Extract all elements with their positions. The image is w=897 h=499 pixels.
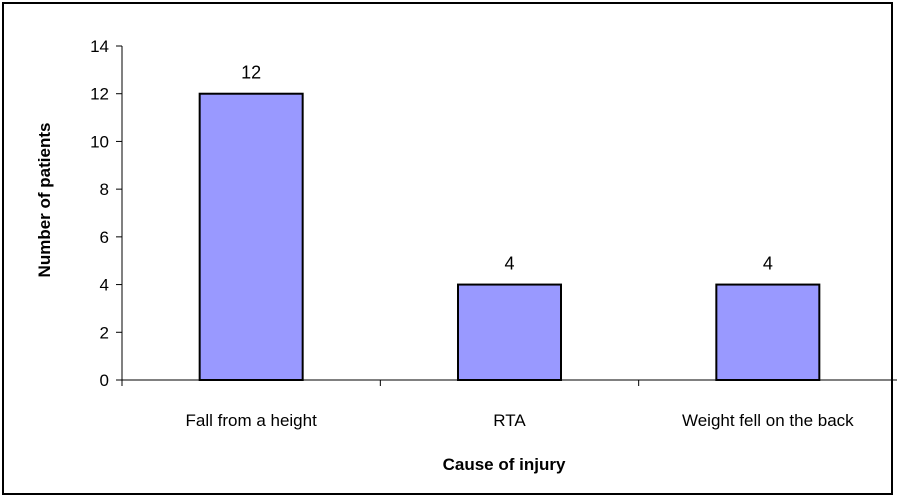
x-category-label: Fall from a height bbox=[185, 411, 317, 430]
bar-value-label: 4 bbox=[504, 254, 514, 274]
x-category-label: RTA bbox=[493, 411, 526, 430]
y-tick-label: 4 bbox=[100, 276, 109, 295]
bar bbox=[715, 283, 821, 382]
x-category-label: Weight fell on the back bbox=[682, 411, 854, 430]
y-tick-label: 14 bbox=[90, 37, 109, 56]
bars bbox=[198, 92, 821, 382]
y-tick-label: 6 bbox=[100, 228, 109, 247]
bar-value-label: 12 bbox=[241, 63, 261, 83]
y-tick-label: 12 bbox=[90, 85, 109, 104]
y-axis-ticks: 0 2 4 6 8 10 12 14 bbox=[90, 37, 122, 390]
y-tick-label: 0 bbox=[100, 371, 109, 390]
y-tick-label: 10 bbox=[90, 132, 109, 151]
y-axis-title: Number of patients bbox=[35, 123, 54, 278]
x-axis-title: Cause of injury bbox=[443, 455, 566, 474]
bar bbox=[198, 92, 304, 381]
bar-value-label: 4 bbox=[763, 254, 773, 274]
y-tick-label: 8 bbox=[100, 180, 109, 199]
x-axis-ticks: Fall from a height RTA Weight fell on the … bbox=[121, 380, 854, 430]
data-labels: 12 4 4 bbox=[241, 63, 773, 274]
bar bbox=[457, 283, 562, 382]
y-tick-label: 2 bbox=[100, 323, 109, 342]
